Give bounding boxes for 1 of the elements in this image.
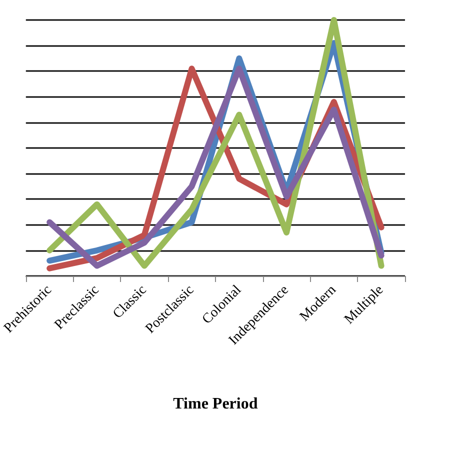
x-axis-title: Time Period	[173, 396, 258, 412]
